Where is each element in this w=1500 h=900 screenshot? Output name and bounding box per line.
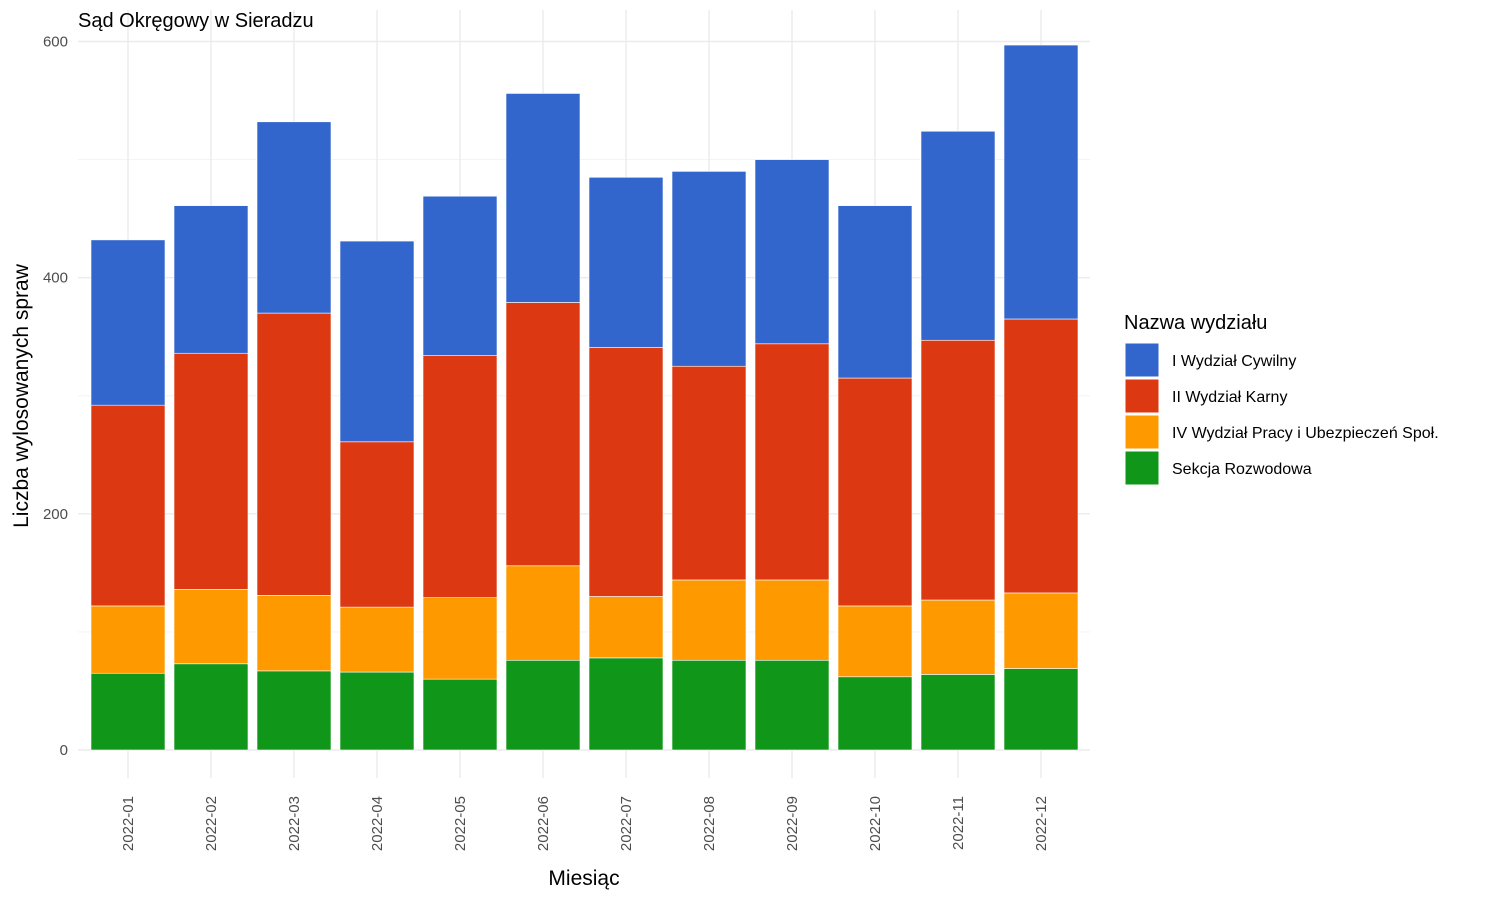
bar-segment-i-wydzial-cywilny xyxy=(173,205,249,354)
bar-segment-ii-wydzial-karny xyxy=(837,377,913,607)
y-axis-ticks: 0 200 400 600 xyxy=(43,34,68,760)
bar-segment-sekcja-rozwodowa xyxy=(671,659,747,751)
bar-segment-i-wydzial-cywilny xyxy=(920,130,996,341)
legend-label-ii-wydzial-karny: II Wydział Karny xyxy=(1172,389,1287,406)
x-axis-ticks: 2022-01 2022-02 2022-03 2022-04 2022-05 2022-… xyxy=(120,796,1050,851)
legend-label-iv-wydzial-pracy-i-ubezpieczen-spol: IV Wydział Pracy i Ubezpieczeń Społ. xyxy=(1172,425,1439,442)
legend: Nazwa wydziału I Wydział Cywilny II Wydzi… xyxy=(1124,312,1439,486)
x-tick-label: 2022-07 xyxy=(618,796,635,851)
bar-segment-sekcja-rozwodowa xyxy=(256,670,332,751)
y-tick-label: 200 xyxy=(43,506,68,523)
x-tick-label: 2022-09 xyxy=(784,796,801,851)
legend-swatch-sekcja-rozwodowa xyxy=(1124,450,1160,486)
bar-segment-iv-wydzial-pracy-i-ubezpieczen-spol xyxy=(671,579,747,661)
x-tick-label: 2022-10 xyxy=(867,796,884,851)
x-tick-label: 2022-11 xyxy=(950,796,967,850)
bar-segment-iv-wydzial-pracy-i-ubezpieczen-spol xyxy=(588,596,664,659)
bar-segment-i-wydzial-cywilny xyxy=(256,121,332,314)
bar-segment-sekcja-rozwodowa xyxy=(837,676,913,751)
bar-segment-iv-wydzial-pracy-i-ubezpieczen-spol xyxy=(422,597,498,680)
bar-segment-ii-wydzial-karny xyxy=(671,365,747,581)
y-axis-title: Liczba wylosowanych spraw xyxy=(10,263,33,528)
bar-segment-i-wydzial-cywilny xyxy=(1003,44,1079,320)
bar-segment-iv-wydzial-pracy-i-ubezpieczen-spol xyxy=(173,589,249,665)
y-tick-label: 0 xyxy=(60,742,68,759)
bar-segment-sekcja-rozwodowa xyxy=(1003,668,1079,751)
bar-segment-iv-wydzial-pracy-i-ubezpieczen-spol xyxy=(256,595,332,672)
bar-segment-iv-wydzial-pracy-i-ubezpieczen-spol xyxy=(920,599,996,675)
y-tick-label: 400 xyxy=(43,270,68,287)
bar-segment-ii-wydzial-karny xyxy=(1003,318,1079,594)
legend-swatch-ii-wydzial-karny xyxy=(1124,378,1160,414)
bar-segment-i-wydzial-cywilny xyxy=(588,176,664,348)
bar-segment-ii-wydzial-karny xyxy=(588,347,664,597)
bar-segment-sekcja-rozwodowa xyxy=(505,659,581,751)
bar-segment-sekcja-rozwodowa xyxy=(422,678,498,751)
bar-segment-iv-wydzial-pracy-i-ubezpieczen-spol xyxy=(754,579,830,661)
bar-segment-i-wydzial-cywilny xyxy=(837,205,913,379)
x-tick-label: 2022-04 xyxy=(369,796,386,851)
bar-segment-i-wydzial-cywilny xyxy=(754,159,830,345)
x-tick-label: 2022-05 xyxy=(452,796,469,851)
legend-swatch-iv-wydzial-pracy-i-ubezpieczen-spol xyxy=(1124,414,1160,450)
bar-segment-ii-wydzial-karny xyxy=(256,312,332,596)
x-tick-label: 2022-02 xyxy=(203,796,220,851)
chart-title: Sąd Okręgowy w Sieradzu xyxy=(78,10,314,32)
bar-segment-ii-wydzial-karny xyxy=(754,343,830,581)
bar-segment-i-wydzial-cywilny xyxy=(339,240,415,443)
bar-segment-sekcja-rozwodowa xyxy=(90,672,166,751)
bar-segment-iv-wydzial-pracy-i-ubezpieczen-spol xyxy=(90,605,166,674)
x-tick-label: 2022-12 xyxy=(1033,796,1050,851)
x-tick-label: 2022-08 xyxy=(701,796,718,851)
x-tick-label: 2022-03 xyxy=(286,796,303,851)
bar-segment-i-wydzial-cywilny xyxy=(671,171,747,367)
bar-segment-sekcja-rozwodowa xyxy=(588,657,664,751)
x-tick-label: 2022-06 xyxy=(535,796,552,851)
bar-segment-sekcja-rozwodowa xyxy=(920,674,996,751)
bar-segment-iv-wydzial-pracy-i-ubezpieczen-spol xyxy=(505,565,581,661)
bar-segment-iv-wydzial-pracy-i-ubezpieczen-spol xyxy=(837,605,913,678)
bar-segment-ii-wydzial-karny xyxy=(422,355,498,598)
bar-segment-ii-wydzial-karny xyxy=(920,339,996,601)
bar-segment-ii-wydzial-karny xyxy=(173,352,249,590)
x-tick-label: 2022-01 xyxy=(120,796,137,851)
y-tick-label: 600 xyxy=(43,34,68,51)
legend-title: Nazwa wydziału xyxy=(1124,312,1267,334)
legend-label-i-wydzial-cywilny: I Wydział Cywilny xyxy=(1172,353,1296,370)
bar-segment-iv-wydzial-pracy-i-ubezpieczen-spol xyxy=(339,606,415,673)
bar-segment-sekcja-rozwodowa xyxy=(754,659,830,751)
bar-segment-ii-wydzial-karny xyxy=(339,441,415,608)
legend-swatch-i-wydzial-cywilny xyxy=(1124,342,1160,378)
bar-segment-i-wydzial-cywilny xyxy=(422,195,498,356)
bar-segment-ii-wydzial-karny xyxy=(505,302,581,567)
bars xyxy=(90,44,1079,751)
bar-segment-sekcja-rozwodowa xyxy=(173,663,249,751)
bar-segment-ii-wydzial-karny xyxy=(90,404,166,607)
legend-label-sekcja-rozwodowa: Sekcja Rozwodowa xyxy=(1172,461,1312,478)
bar-segment-i-wydzial-cywilny xyxy=(505,93,581,303)
bar-segment-sekcja-rozwodowa xyxy=(339,671,415,751)
bar-segment-i-wydzial-cywilny xyxy=(90,239,166,406)
bar-segment-iv-wydzial-pracy-i-ubezpieczen-spol xyxy=(1003,592,1079,669)
x-axis-title: Miesiąc xyxy=(548,867,619,890)
